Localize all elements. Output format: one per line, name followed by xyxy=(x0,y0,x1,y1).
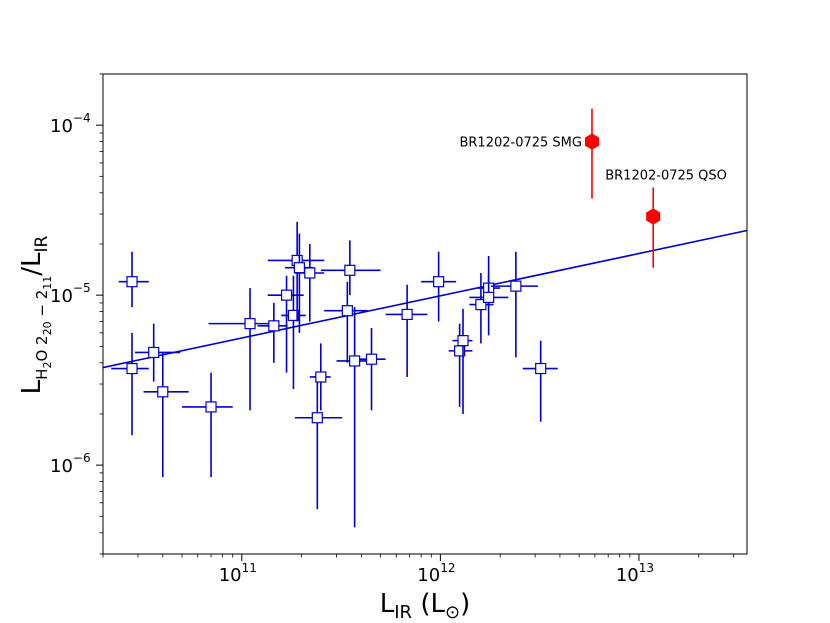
y-tick-label: 10−4 xyxy=(50,111,91,137)
square-marker xyxy=(401,308,413,321)
data-point-12 xyxy=(294,243,325,322)
x-tick-label: 1013 xyxy=(616,561,654,586)
x-axis-label: LIR (L⊙) xyxy=(380,589,470,623)
data-point-1 xyxy=(118,251,149,308)
data-point-6 xyxy=(208,288,277,411)
y-axis-ticks: 10−6 10−5 10−4 xyxy=(50,73,103,555)
square-marker xyxy=(287,309,300,322)
square-marker xyxy=(349,355,361,367)
square-marker xyxy=(205,401,217,413)
square-marker xyxy=(365,353,378,365)
data-point-17 xyxy=(336,307,370,528)
fit-line-group xyxy=(102,229,748,369)
data-point-2 xyxy=(111,332,149,436)
data-point-3 xyxy=(135,323,181,382)
square-marker xyxy=(148,346,160,359)
data-point-4 xyxy=(143,352,189,478)
data-point-7 xyxy=(257,302,288,363)
square-marker xyxy=(433,276,445,288)
point-annotation: BR1202-0725 QSO xyxy=(605,169,727,184)
data-point-22 xyxy=(452,308,473,414)
square-marker xyxy=(483,291,495,303)
hexagon-marker xyxy=(646,208,661,225)
hexagon-marker xyxy=(585,133,599,150)
square-marker xyxy=(510,280,522,292)
data-point-13 xyxy=(294,381,343,510)
data-point-15 xyxy=(324,281,368,363)
data-point-20 xyxy=(421,251,457,322)
plot-frame xyxy=(102,73,748,555)
square-marker xyxy=(244,318,256,330)
data-point-9 xyxy=(281,275,306,390)
data-point-25 xyxy=(469,255,509,336)
data-point-16 xyxy=(320,240,381,296)
x-tick-label: 1011 xyxy=(219,561,257,586)
data-point-27 xyxy=(522,340,558,422)
br1202-point-2: BR1202-0725 QSO xyxy=(605,169,727,268)
y-tick-label: 10−5 xyxy=(50,281,91,307)
square-marker xyxy=(293,262,305,274)
square-marker xyxy=(475,298,487,311)
data-point-26 xyxy=(491,251,538,358)
local-galaxies-series xyxy=(111,221,558,528)
data-point-5 xyxy=(182,372,233,478)
square-marker xyxy=(311,412,323,424)
y-tick-label: 10−6 xyxy=(50,451,91,477)
square-marker xyxy=(457,335,469,347)
square-marker xyxy=(341,305,353,317)
y-axis-label: LH2O 220 − 211/LIR xyxy=(17,235,54,394)
point-annotation: BR1202-0725 SMG xyxy=(459,136,581,151)
fit-line xyxy=(102,229,748,369)
square-marker xyxy=(126,276,138,288)
br1202-point-1: BR1202-0725 SMG xyxy=(459,108,599,199)
x-tick-label: 1012 xyxy=(417,561,455,586)
square-marker xyxy=(268,320,280,332)
square-marker xyxy=(126,362,138,375)
square-marker xyxy=(280,289,293,301)
data-point-19 xyxy=(385,284,428,377)
square-marker xyxy=(315,371,327,383)
data-point-14 xyxy=(309,343,331,411)
data-point-18 xyxy=(359,328,386,411)
square-marker xyxy=(344,264,356,276)
br1202-series: BR1202-0725 SMG BR1202-0725 QSO xyxy=(459,108,727,268)
square-marker xyxy=(304,267,316,279)
square-marker xyxy=(535,362,547,375)
x-axis-ticks: 1011 1012 1013 xyxy=(102,554,735,586)
square-marker xyxy=(157,386,169,398)
